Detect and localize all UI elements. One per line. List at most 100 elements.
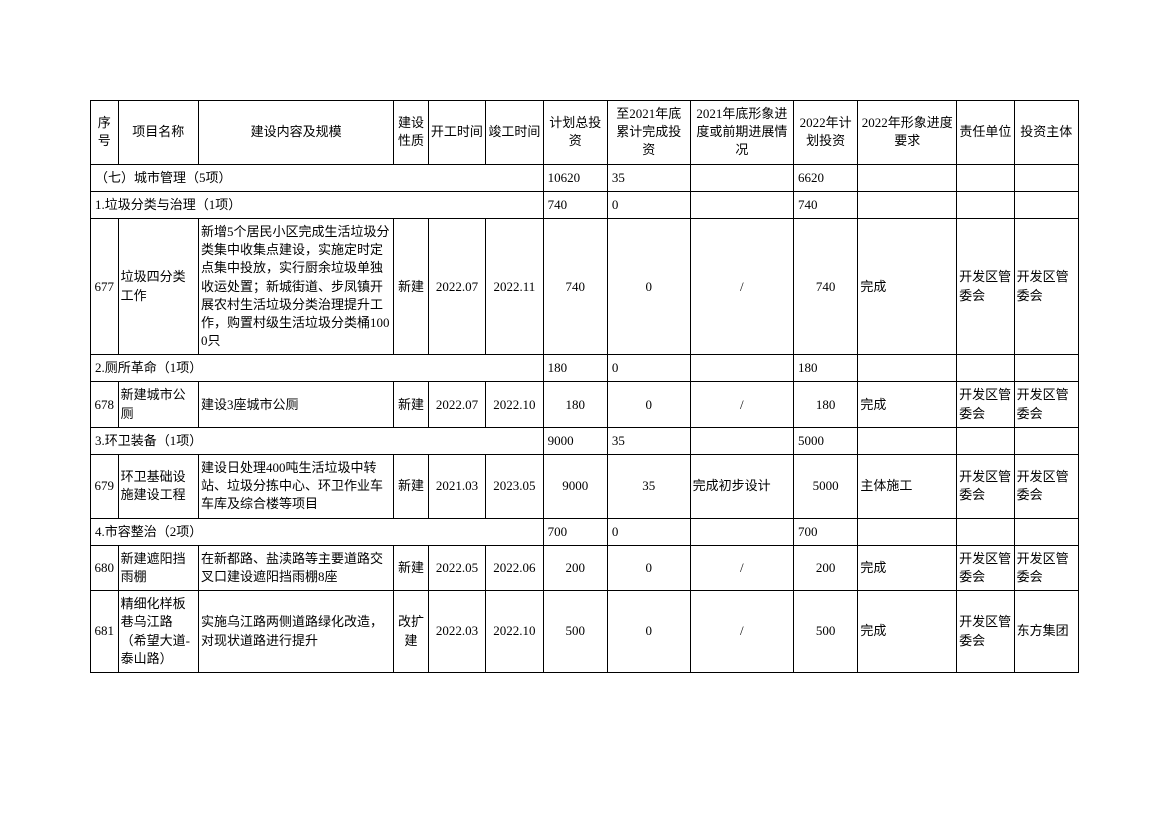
- cell-desc: 建设3座城市公厕: [198, 382, 393, 427]
- cell-status: /: [690, 591, 793, 673]
- cell-name: 新建遮阳挡雨棚: [118, 545, 198, 590]
- cell-end: 2023.05: [486, 455, 543, 519]
- section-row: 2.厕所革命（1项） 180 0 180: [91, 355, 1079, 382]
- table-header-row: 序号 项目名称 建设内容及规模 建设性质 开工时间 竣工时间 计划总投资 至20…: [91, 101, 1079, 165]
- cell-invest: 开发区管委会: [1014, 455, 1078, 519]
- cell-plan: 180: [794, 382, 858, 427]
- cell-total: 180: [543, 382, 607, 427]
- cell-status: /: [690, 545, 793, 590]
- cell-end: 2022.11: [486, 218, 543, 354]
- cell-desc: 实施乌江路两侧道路绿化改造，对现状道路进行提升: [198, 591, 393, 673]
- cell-nature: 新建: [394, 455, 428, 519]
- table-row: 678 新建城市公厕 建设3座城市公厕 新建 2022.07 2022.10 1…: [91, 382, 1079, 427]
- section-title: 3.环卫装备（1项）: [91, 427, 544, 454]
- cell-resp: 开发区管委会: [957, 455, 1014, 519]
- section-invest: [1014, 518, 1078, 545]
- section-cumul: 0: [607, 191, 690, 218]
- cell-name: 垃圾四分类工作: [118, 218, 198, 354]
- cell-cumul: 35: [607, 455, 690, 519]
- cell-nature: 新建: [394, 382, 428, 427]
- section-resp: [957, 164, 1014, 191]
- section-plan: 180: [794, 355, 858, 382]
- cell-desc: 在新都路、盐渎路等主要道路交叉口建设遮阳挡雨棚8座: [198, 545, 393, 590]
- cell-invest: 开发区管委会: [1014, 382, 1078, 427]
- cell-status: /: [690, 218, 793, 354]
- section-req: [858, 164, 957, 191]
- table-row: 681 精细化样板巷乌江路（希望大道-泰山路） 实施乌江路两侧道路绿化改造，对现…: [91, 591, 1079, 673]
- section-title: （七）城市管理（5项）: [91, 164, 544, 191]
- cell-start: 2022.05: [428, 545, 485, 590]
- cell-total: 9000: [543, 455, 607, 519]
- section-cumul: 35: [607, 164, 690, 191]
- cell-start: 2022.03: [428, 591, 485, 673]
- section-resp: [957, 191, 1014, 218]
- col-plan: 2022年计划投资: [794, 101, 858, 165]
- cell-plan: 200: [794, 545, 858, 590]
- section-cumul: 0: [607, 518, 690, 545]
- cell-total: 200: [543, 545, 607, 590]
- cell-invest: 开发区管委会: [1014, 545, 1078, 590]
- section-req: [858, 518, 957, 545]
- cell-total: 500: [543, 591, 607, 673]
- section-row: 1.垃圾分类与治理（1项） 740 0 740: [91, 191, 1079, 218]
- col-status: 2021年底形象进度或前期进展情况: [690, 101, 793, 165]
- section-total: 180: [543, 355, 607, 382]
- col-req: 2022年形象进度要求: [858, 101, 957, 165]
- cell-seq: 681: [91, 591, 119, 673]
- section-status: [690, 355, 793, 382]
- section-status: [690, 191, 793, 218]
- table-row: 677 垃圾四分类工作 新增5个居民小区完成生活垃圾分类集中收集点建设，实施定时…: [91, 218, 1079, 354]
- section-invest: [1014, 427, 1078, 454]
- cell-req: 完成: [858, 218, 957, 354]
- col-invest: 投资主体: [1014, 101, 1078, 165]
- section-status: [690, 518, 793, 545]
- cell-resp: 开发区管委会: [957, 545, 1014, 590]
- section-req: [858, 355, 957, 382]
- section-plan: 700: [794, 518, 858, 545]
- section-title: 4.市容整治（2项）: [91, 518, 544, 545]
- section-resp: [957, 355, 1014, 382]
- cell-invest: 东方集团: [1014, 591, 1078, 673]
- cell-end: 2022.10: [486, 382, 543, 427]
- section-req: [858, 427, 957, 454]
- table-row: 679 环卫基础设施建设工程 建设日处理400吨生活垃圾中转站、垃圾分拣中心、环…: [91, 455, 1079, 519]
- section-plan: 5000: [794, 427, 858, 454]
- cell-name: 新建城市公厕: [118, 382, 198, 427]
- cell-invest: 开发区管委会: [1014, 218, 1078, 354]
- cell-nature: 改扩建: [394, 591, 428, 673]
- section-status: [690, 164, 793, 191]
- col-resp: 责任单位: [957, 101, 1014, 165]
- cell-end: 2022.06: [486, 545, 543, 590]
- section-total: 700: [543, 518, 607, 545]
- col-cumul: 至2021年底累计完成投资: [607, 101, 690, 165]
- section-req: [858, 191, 957, 218]
- section-row: 4.市容整治（2项） 700 0 700: [91, 518, 1079, 545]
- section-cumul: 35: [607, 427, 690, 454]
- cell-status: /: [690, 382, 793, 427]
- section-plan: 6620: [794, 164, 858, 191]
- section-total: 10620: [543, 164, 607, 191]
- section-total: 9000: [543, 427, 607, 454]
- section-total: 740: [543, 191, 607, 218]
- cell-desc: 新增5个居民小区完成生活垃圾分类集中收集点建设，实施定时定点集中投放，实行厨余垃…: [198, 218, 393, 354]
- cell-plan: 740: [794, 218, 858, 354]
- cell-desc: 建设日处理400吨生活垃圾中转站、垃圾分拣中心、环卫作业车车库及综合楼等项目: [198, 455, 393, 519]
- col-start: 开工时间: [428, 101, 485, 165]
- table-row: 680 新建遮阳挡雨棚 在新都路、盐渎路等主要道路交叉口建设遮阳挡雨棚8座 新建…: [91, 545, 1079, 590]
- cell-resp: 开发区管委会: [957, 591, 1014, 673]
- cell-seq: 677: [91, 218, 119, 354]
- section-invest: [1014, 191, 1078, 218]
- cell-nature: 新建: [394, 218, 428, 354]
- section-invest: [1014, 355, 1078, 382]
- cell-req: 完成: [858, 545, 957, 590]
- cell-total: 740: [543, 218, 607, 354]
- cell-seq: 678: [91, 382, 119, 427]
- col-end: 竣工时间: [486, 101, 543, 165]
- cell-resp: 开发区管委会: [957, 382, 1014, 427]
- cell-req: 完成: [858, 591, 957, 673]
- section-row: （七）城市管理（5项） 10620 35 6620: [91, 164, 1079, 191]
- cell-name: 环卫基础设施建设工程: [118, 455, 198, 519]
- cell-status: 完成初步设计: [690, 455, 793, 519]
- cell-plan: 500: [794, 591, 858, 673]
- cell-end: 2022.10: [486, 591, 543, 673]
